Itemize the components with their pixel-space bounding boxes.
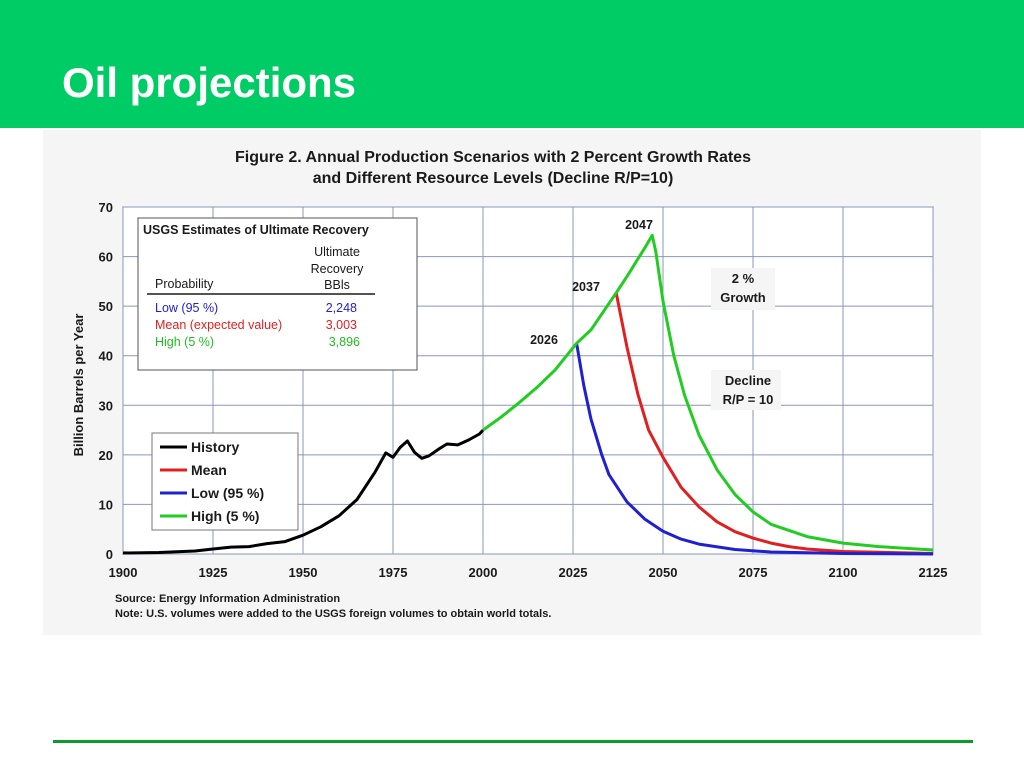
series-line-mean xyxy=(614,292,934,555)
y-axis-label: Billion Barrels per Year xyxy=(71,314,86,457)
series-line-low-95 xyxy=(575,343,934,556)
figure-title-line1: Figure 2. Annual Production Scenarios wi… xyxy=(235,149,751,166)
annotation-2037: 2037 xyxy=(572,280,600,294)
annotation-2026: 2026 xyxy=(530,333,558,347)
usgs-row-mean-value: 3,003 xyxy=(326,318,357,332)
chart-axes: 0 10 20 30 40 50 60 70 1900 1925 1950 1975 2000 2025 2… xyxy=(99,200,948,580)
x-tick-label: 1925 xyxy=(199,565,228,580)
chart-series xyxy=(122,233,934,556)
annotation-growth-bg xyxy=(711,268,775,310)
y-tick-label: 10 xyxy=(99,497,113,512)
y-tick-label: 50 xyxy=(99,299,113,314)
y-tick-label: 40 xyxy=(99,349,113,364)
usgs-row-low-value: 2,248 xyxy=(326,301,357,315)
figure-title-line2: and Different Resource Levels (Decline R… xyxy=(313,170,674,187)
figure-panel: Figure 2. Annual Production Scenarios wi… xyxy=(43,130,981,635)
chart-figure: Figure 2. Annual Production Scenarios wi… xyxy=(71,149,948,620)
usgs-row-high-label: High (5 %) xyxy=(155,335,214,349)
figure-note: Note: U.S. volumes were added to the USG… xyxy=(115,608,551,620)
legend-box xyxy=(151,432,299,531)
usgs-row-low-label: Low (95 %) xyxy=(155,301,218,315)
usgs-col2-header-3: BBls xyxy=(324,278,350,292)
usgs-col1-header: Probability xyxy=(155,277,214,291)
figure-source: Source: Energy Information Administratio… xyxy=(115,593,340,605)
y-tick-label: 20 xyxy=(99,448,113,463)
series-line-history xyxy=(122,429,485,555)
annotation-decline-bg xyxy=(711,370,781,410)
x-tick-label: 1950 xyxy=(289,565,318,580)
x-tick-label: 2050 xyxy=(649,565,678,580)
x-tick-label: 2125 xyxy=(919,565,948,580)
header-bar xyxy=(0,0,1024,128)
annotation-growth-line1: 2 % xyxy=(732,271,755,286)
usgs-row-high-value: 3,896 xyxy=(329,335,360,349)
series-line-high-5 xyxy=(482,233,934,552)
x-tick-label: 2000 xyxy=(469,565,498,580)
usgs-row-mean-label: Mean (expected value) xyxy=(155,318,282,332)
usgs-table-title: USGS Estimates of Ultimate Recovery xyxy=(143,223,369,237)
x-tick-label: 2100 xyxy=(829,565,858,580)
footer-rule xyxy=(53,740,973,743)
annotation-decline-line2: R/P = 10 xyxy=(723,392,774,407)
y-tick-label: 70 xyxy=(99,200,113,215)
legend-label-low: Low (95 %) xyxy=(191,485,264,501)
annotation-2047: 2047 xyxy=(625,218,653,232)
legend-label-high: High (5 %) xyxy=(191,508,259,524)
y-tick-label: 60 xyxy=(99,250,113,265)
x-tick-label: 2075 xyxy=(739,565,768,580)
slide-title: Oil projections xyxy=(62,59,357,106)
annotation-growth-line2: Growth xyxy=(720,290,766,305)
annotation-decline-line1: Decline xyxy=(725,373,771,388)
y-tick-label: 30 xyxy=(99,398,113,413)
chart-legend: History Mean Low (95 %) High (5 %) xyxy=(151,432,299,531)
y-tick-label: 0 xyxy=(106,547,113,562)
legend-label-mean: Mean xyxy=(191,462,227,478)
usgs-col2-header-2: Recovery xyxy=(311,262,365,276)
usgs-table: USGS Estimates of Ultimate Recovery Ulti… xyxy=(137,217,418,371)
x-tick-label: 1900 xyxy=(109,565,138,580)
x-tick-label: 1975 xyxy=(379,565,408,580)
x-tick-label: 2025 xyxy=(559,565,588,580)
legend-label-history: History xyxy=(191,439,239,455)
usgs-col2-header-1: Ultimate xyxy=(314,245,360,259)
